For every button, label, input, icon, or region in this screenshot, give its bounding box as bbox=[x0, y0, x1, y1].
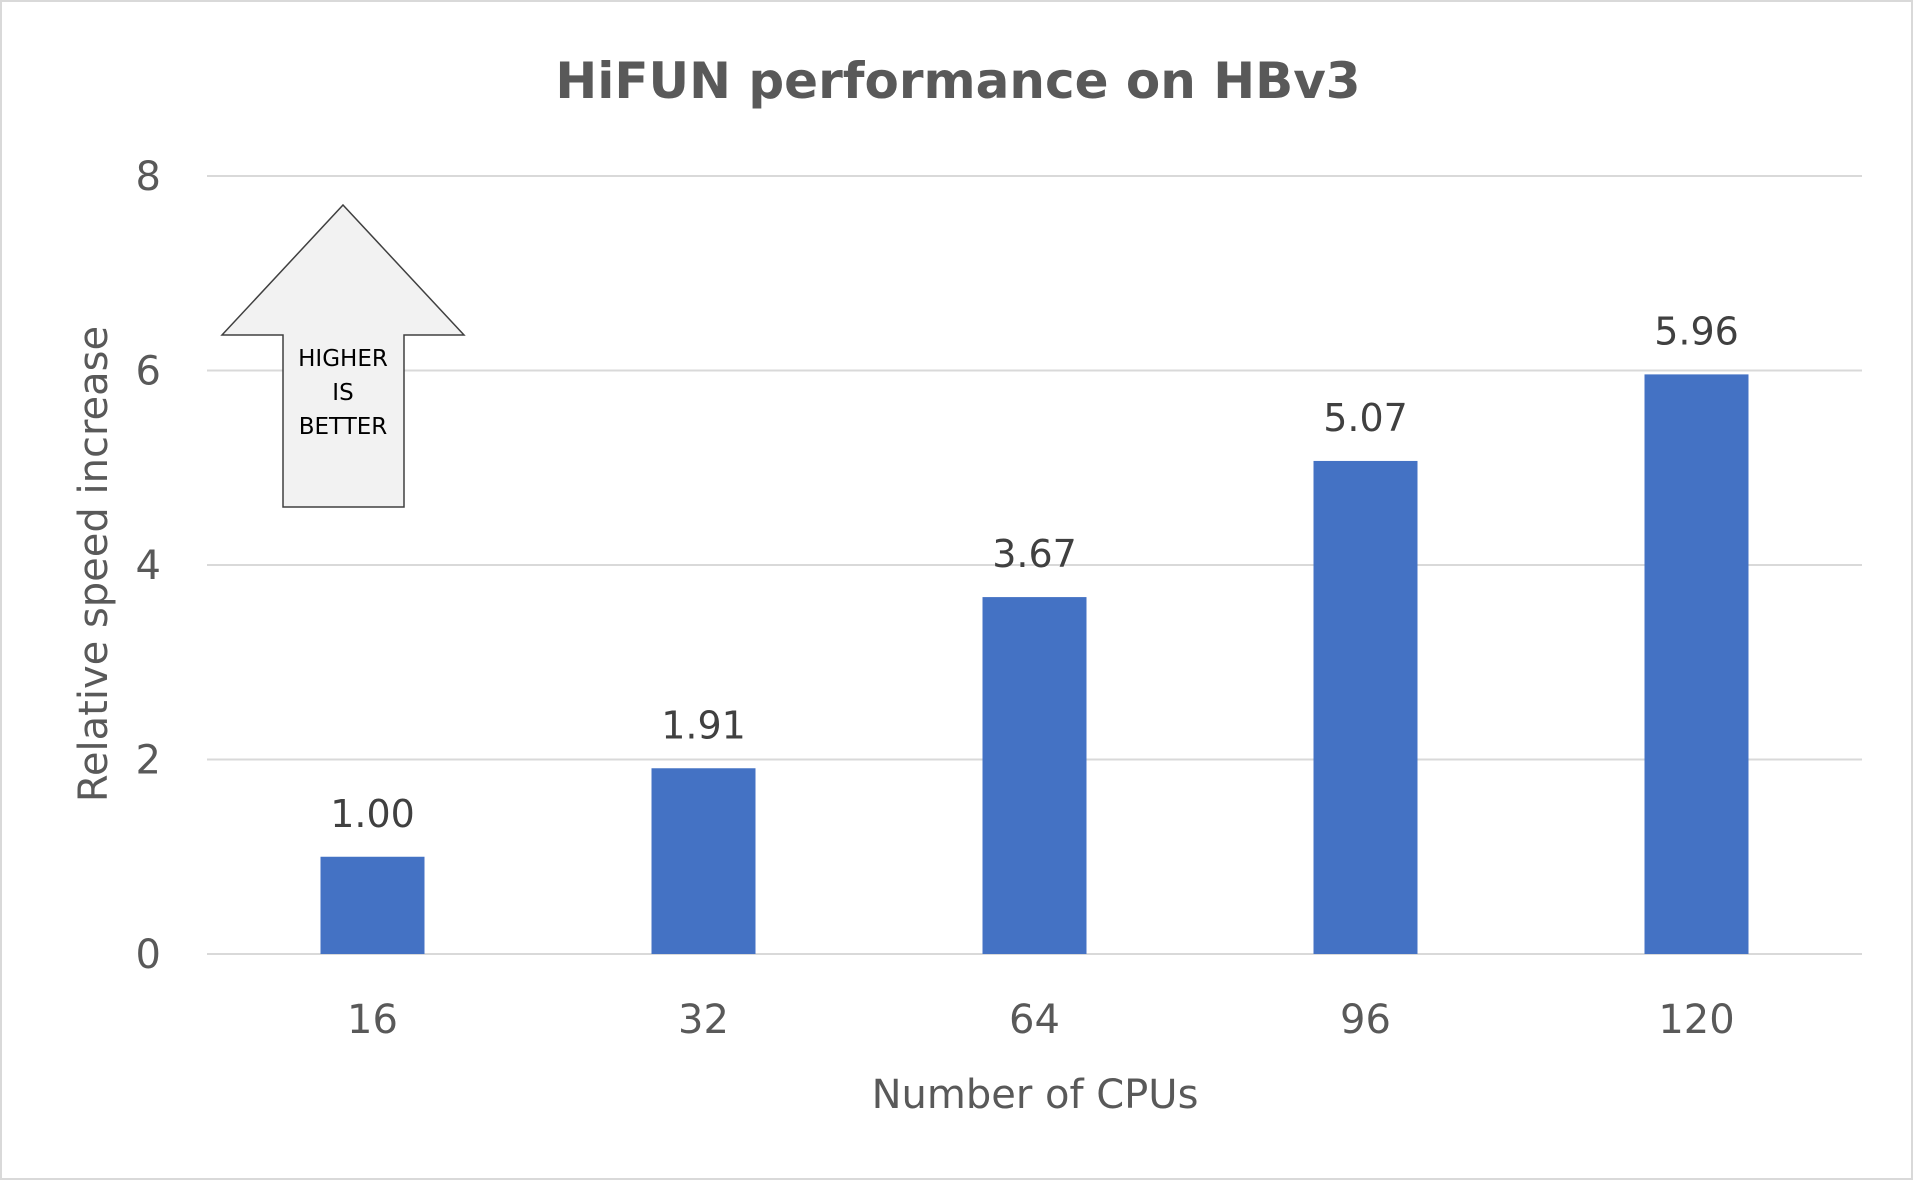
callout-line-1: HIGHER bbox=[298, 346, 388, 372]
gridlines bbox=[207, 175, 1862, 955]
y-tick-label: 8 bbox=[136, 154, 161, 200]
bar-16 bbox=[320, 856, 425, 954]
data-label-64: 3.67 bbox=[992, 532, 1077, 576]
x-axis-ticks: 16 32 64 96 120 bbox=[347, 997, 1735, 1043]
bar-96 bbox=[1313, 460, 1418, 954]
y-tick-label: 4 bbox=[136, 543, 161, 589]
bar-120 bbox=[1644, 374, 1749, 954]
bar-64 bbox=[982, 597, 1087, 954]
callout-line-3: BETTER bbox=[299, 414, 388, 440]
data-label-96: 5.07 bbox=[1323, 396, 1408, 440]
up-arrow-shape bbox=[220, 203, 466, 508]
chart-title: HiFUN performance on HBv3 bbox=[555, 52, 1360, 110]
callout-line-2: IS bbox=[332, 380, 353, 406]
y-axis-title: Relative speed increase bbox=[71, 326, 117, 802]
x-tick-label-64: 64 bbox=[1009, 997, 1060, 1043]
x-axis-title: Number of CPUs bbox=[872, 1072, 1199, 1118]
data-label-16: 1.00 bbox=[330, 792, 415, 836]
bar-32 bbox=[651, 768, 756, 954]
data-label-120: 5.96 bbox=[1654, 309, 1739, 353]
bars bbox=[320, 374, 1749, 954]
x-tick-label-96: 96 bbox=[1340, 997, 1391, 1043]
data-labels: 1.00 1.91 3.67 5.07 5.96 bbox=[330, 309, 1739, 835]
x-tick-label-120: 120 bbox=[1658, 997, 1734, 1043]
y-axis-ticks: 0 2 4 6 8 bbox=[136, 154, 161, 978]
data-label-32: 1.91 bbox=[661, 703, 746, 747]
y-tick-label: 0 bbox=[136, 932, 161, 978]
higher-is-better-callout: HIGHER IS BETTER bbox=[220, 203, 466, 508]
y-tick-label: 2 bbox=[136, 738, 161, 784]
x-tick-label-16: 16 bbox=[347, 997, 398, 1043]
x-tick-label-32: 32 bbox=[678, 997, 729, 1043]
y-tick-label: 6 bbox=[136, 349, 161, 395]
